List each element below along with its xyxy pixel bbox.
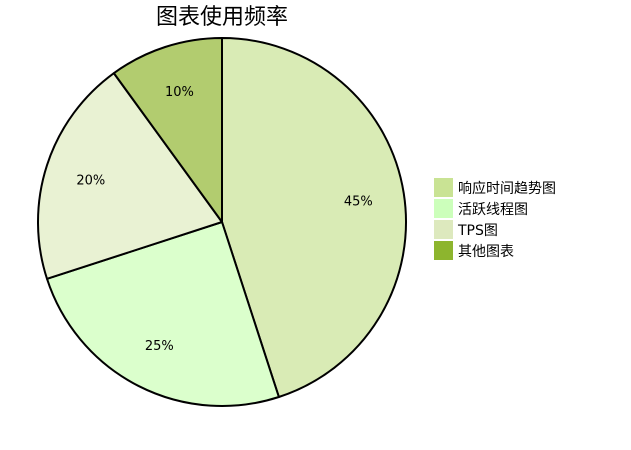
pie-slice-labels: 45% 25% 20% 10% — [76, 85, 372, 354]
pie-slice-label-3: 10% — [165, 85, 194, 100]
pie-slices — [37, 37, 407, 407]
pie-slice-2 — [37, 72, 223, 280]
pie-slice-0 — [221, 37, 407, 398]
legend-label-1: 活跃线程图 — [458, 202, 528, 218]
legend-label-2: TPS图 — [457, 223, 498, 239]
pie-slice-label-0: 45% — [344, 194, 373, 209]
legend-swatch-3 — [434, 241, 453, 260]
legend-label-3: 其他图表 — [458, 244, 514, 260]
legend-swatch-1 — [434, 199, 453, 218]
pie-slice-label-1: 25% — [145, 339, 174, 354]
pie-slice-1 — [46, 221, 280, 407]
pie-slice-label-2: 20% — [76, 173, 105, 188]
legend-swatch-2 — [434, 220, 453, 239]
pie-slice-3 — [112, 37, 223, 223]
legend-swatch-0 — [434, 178, 453, 197]
chart-title: 图表使用频率 — [156, 5, 288, 30]
legend-label-0: 响应时间趋势图 — [458, 180, 556, 197]
